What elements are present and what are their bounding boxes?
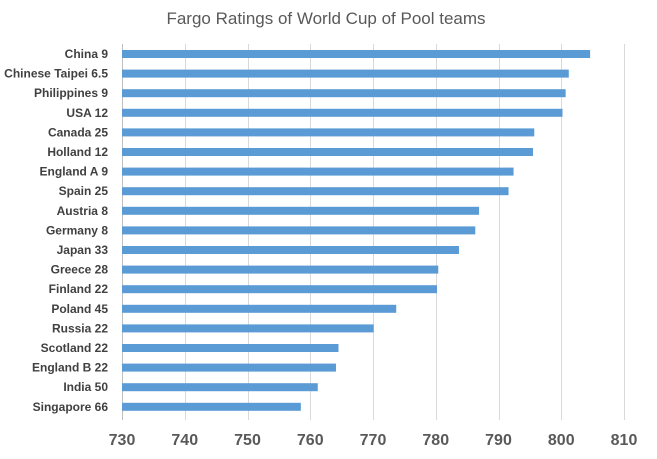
bar: [122, 285, 438, 294]
x-axis-tick-labels: 730 740 750 760 770 780 790 800 810: [109, 432, 638, 449]
category-label: England B 22: [32, 361, 108, 375]
bar: [122, 187, 509, 196]
bar: [122, 402, 301, 411]
bar: [122, 324, 374, 333]
bar: [122, 344, 339, 352]
chart-title: Fargo Ratings of World Cup of Pool teams: [166, 9, 485, 28]
category-label: Chinese Taipei 6.5: [4, 67, 108, 81]
bar: [122, 304, 397, 313]
category-label: Canada 25: [48, 125, 108, 139]
bar: [122, 50, 591, 58]
x-tick-label: 740: [171, 432, 198, 449]
category-label: Russia 22: [52, 321, 108, 335]
bar: [122, 265, 439, 274]
x-tick-label: 730: [109, 432, 136, 449]
category-label: India 50: [63, 380, 108, 394]
category-label: Japan 33: [57, 243, 109, 257]
category-label: Scotland 22: [41, 341, 109, 355]
category-label: Singapore 66: [33, 400, 109, 414]
category-label: Poland 45: [51, 302, 108, 316]
category-label: England A 9: [40, 165, 109, 179]
x-tick-label: 770: [360, 432, 387, 449]
category-label: Spain 25: [59, 184, 109, 198]
x-tick-label: 750: [234, 432, 261, 449]
category-label: Austria 8: [57, 204, 109, 218]
bar: [122, 148, 534, 156]
bar: [122, 383, 318, 392]
bar: [122, 226, 476, 235]
bar: [122, 69, 569, 78]
bar: [122, 363, 336, 372]
x-tick-label: 760: [297, 432, 324, 449]
x-tick-label: 780: [422, 432, 449, 449]
category-label: Germany 8: [46, 223, 108, 237]
bars: [122, 50, 591, 411]
bar: [122, 167, 514, 176]
category-label: USA 12: [66, 106, 108, 120]
x-tick-label: 800: [548, 432, 575, 449]
x-tick-label: 810: [611, 432, 638, 449]
category-label: Finland 22: [49, 282, 109, 296]
bar: [122, 246, 459, 254]
bar: [122, 108, 563, 117]
category-label: Greece 28: [51, 263, 109, 277]
bar: [122, 128, 535, 137]
bar: [122, 206, 480, 215]
bar: [122, 89, 566, 98]
category-label: Holland 12: [47, 145, 108, 159]
category-label: China 9: [65, 47, 109, 61]
category-labels: China 9 Chinese Taipei 6.5 Philippines 9 US…: [4, 47, 108, 414]
category-label: Philippines 9: [34, 86, 108, 100]
x-tick-label: 790: [485, 432, 512, 449]
